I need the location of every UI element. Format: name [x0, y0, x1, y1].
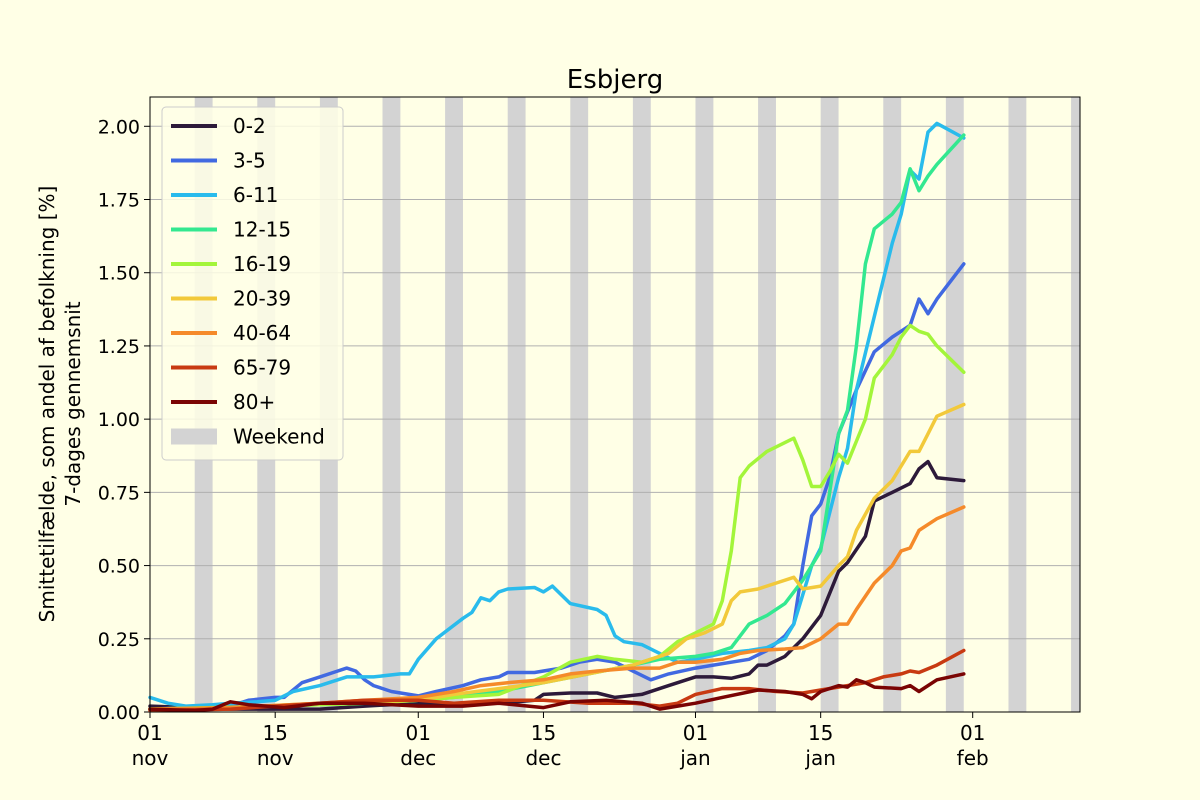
legend-label: 16-19 — [233, 252, 291, 276]
weekend-band — [695, 97, 714, 712]
x-tick-label: 01 — [960, 721, 985, 745]
y-tick-label: 0.25 — [98, 629, 140, 651]
chart-title: Esbjerg — [567, 65, 663, 95]
y-axis-label-sub: 7-dages gennemsnit — [61, 301, 85, 506]
y-tick-label: 0.75 — [98, 482, 140, 504]
x-tick-label: 01 — [683, 721, 708, 745]
series-line-6-11 — [148, 121, 966, 708]
weekend-band — [820, 97, 839, 712]
series-line-40-64 — [148, 505, 966, 711]
legend-swatch-weekend — [171, 428, 217, 445]
y-axis-label: Smittetilfælde, som andel af befolkning … — [35, 186, 59, 623]
x-tick-month: dec — [525, 746, 561, 770]
series-line-20-39 — [148, 402, 966, 711]
x-tick-month: dec — [400, 746, 436, 770]
weekend-band — [632, 97, 651, 712]
x-tick-label: 15 — [808, 721, 833, 745]
weekend-band — [382, 97, 401, 712]
x-tick-label: 01 — [137, 721, 162, 745]
weekend-band — [945, 97, 964, 712]
weekend-band — [758, 97, 776, 712]
x-tick-month: nov — [257, 746, 294, 770]
weekend-band — [445, 97, 463, 712]
y-tick-label: 2.00 — [98, 116, 140, 138]
legend-label: 40-64 — [233, 321, 291, 345]
y-tick-label: 0.50 — [98, 556, 140, 578]
weekend-band — [1008, 97, 1027, 712]
legend-label: 80+ — [233, 390, 275, 414]
x-tick-month: jan — [679, 746, 711, 770]
legend-label: 3-5 — [233, 149, 266, 173]
y-tick-label: 1.75 — [98, 190, 140, 212]
series-line-12-15 — [148, 133, 966, 711]
plot-frame — [149, 96, 1081, 713]
y-tick-label: 0.00 — [98, 702, 140, 724]
legend-label: Weekend — [233, 425, 325, 449]
weekend-band — [507, 97, 526, 712]
legend-label: 12-15 — [233, 218, 291, 242]
legend-label: 0-2 — [233, 114, 266, 138]
legend-label: 65-79 — [233, 356, 291, 380]
x-tick-label: 01 — [406, 721, 431, 745]
legend: 0-2 3-5 6-11 12-15 16-19 20-39 40-64 65-79 80+ We… — [161, 106, 344, 461]
y-tick-label: 1.50 — [98, 263, 140, 285]
weekend-band — [570, 97, 589, 712]
x-tick-month: jan — [804, 746, 836, 770]
x-tick-label: 15 — [531, 721, 556, 745]
legend-label: 6-11 — [233, 183, 278, 207]
x-tick-month: nov — [132, 746, 169, 770]
weekend-band — [1071, 97, 1080, 712]
legend-label: 20-39 — [233, 287, 291, 311]
plot-area: 0.000.250.500.751.001.251.501.752.0001no… — [98, 96, 1081, 770]
series-line-65-79 — [148, 648, 966, 713]
y-tick-label: 1.00 — [98, 409, 140, 431]
x-tick-label: 15 — [262, 721, 287, 745]
series-line-80+ — [148, 672, 966, 713]
y-tick-label: 1.25 — [98, 336, 140, 358]
weekend-band — [883, 97, 902, 712]
x-tick-month: feb — [957, 746, 989, 770]
